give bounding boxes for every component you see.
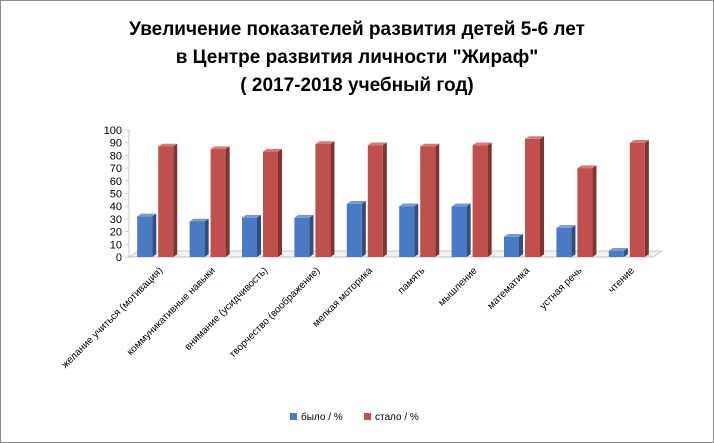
y-tick-label: 0: [116, 252, 122, 264]
y-tick-label: 30: [110, 214, 122, 226]
bar: [577, 168, 593, 257]
bar-top: [210, 146, 230, 150]
bar: [608, 250, 624, 257]
bar-top: [315, 141, 335, 144]
bar: [399, 206, 415, 257]
y-tick-label: 60: [110, 176, 122, 188]
x-category-label: математика: [486, 265, 533, 312]
bar: [420, 146, 436, 257]
bar-top: [263, 148, 283, 152]
title-line-1: Увеличение показателей развития детей 5-…: [129, 19, 585, 40]
bar: [158, 146, 174, 257]
x-category-label: мышление: [436, 265, 480, 309]
x-category-label: память: [396, 265, 427, 296]
bar-side: [540, 136, 545, 257]
y-tick-label: 90: [110, 138, 122, 150]
bar-side: [644, 140, 649, 257]
bar-top: [294, 214, 314, 218]
bar-side: [309, 214, 314, 257]
y-tick-label: 20: [110, 227, 122, 239]
bar-side: [330, 141, 335, 257]
bar-top: [242, 214, 262, 218]
bar-side: [204, 218, 209, 257]
y-tick-label: 10: [110, 239, 122, 251]
bar: [294, 217, 310, 257]
bar-side: [414, 203, 419, 257]
bar-top: [346, 200, 366, 204]
y-tick-label: 70: [110, 163, 122, 175]
bar-side: [571, 225, 576, 257]
bar-top: [577, 165, 597, 169]
bar: [504, 236, 519, 257]
bar: [263, 151, 278, 257]
x-category-label: творчество (воображение): [227, 265, 323, 361]
bar-side: [466, 203, 471, 257]
bar-side: [487, 142, 492, 257]
bar-side: [382, 142, 387, 257]
chart-title: Увеличение показателей развития детей 5-…: [129, 19, 585, 96]
bar: [525, 138, 540, 257]
legend: было / % стало / %: [290, 411, 419, 423]
bar: [137, 216, 153, 257]
bar: [315, 143, 331, 257]
bar: [367, 145, 383, 257]
y-tick-label: 50: [110, 189, 122, 201]
legend-label-after: стало / %: [375, 412, 419, 423]
x-category-label: желание учиться (мотивация): [60, 265, 165, 370]
bar-top: [608, 247, 628, 251]
bar: [210, 149, 226, 257]
bar-top: [525, 136, 545, 139]
legend-swatch-before: [290, 413, 297, 420]
bar-side: [361, 200, 366, 257]
y-tick-label: 100: [104, 125, 122, 137]
bar-top: [158, 143, 178, 147]
y-tick-label: 80: [110, 150, 122, 162]
bar: [629, 142, 645, 257]
bar-side: [435, 143, 440, 257]
bar-top: [451, 203, 471, 207]
bar-top: [399, 203, 419, 207]
bar: [451, 206, 467, 257]
bar-top: [367, 142, 387, 146]
bar-side: [225, 146, 230, 257]
bar-top: [189, 218, 209, 222]
bar: [189, 221, 205, 257]
y-tick-label: 40: [110, 201, 122, 213]
x-category-label: коммуникативные навыки: [125, 265, 218, 358]
bar-side: [152, 213, 157, 257]
bar-side: [592, 165, 597, 257]
bar: [472, 145, 488, 257]
x-category-label: устная речь: [538, 265, 585, 312]
bar-top: [472, 142, 492, 146]
bar-side: [173, 143, 178, 257]
title-line-3: ( 2017-2018 учебный год): [240, 75, 473, 96]
legend-label-before: было / %: [301, 411, 343, 423]
x-category-label: чтение: [607, 265, 638, 296]
bar-top: [420, 143, 440, 147]
bar-side: [623, 247, 628, 257]
bar-top: [556, 225, 576, 228]
bar-side: [257, 214, 262, 257]
legend-swatch-after: [364, 413, 371, 420]
bar: [346, 203, 362, 257]
bar: [242, 217, 257, 257]
bar-top: [504, 233, 524, 237]
bar-top: [629, 140, 649, 143]
bar: [556, 227, 572, 257]
bar-side: [519, 233, 524, 257]
bar-top: [137, 213, 157, 217]
bar-side: [278, 148, 283, 257]
title-line-2: в Центре развития личности "Жираф": [176, 47, 539, 68]
